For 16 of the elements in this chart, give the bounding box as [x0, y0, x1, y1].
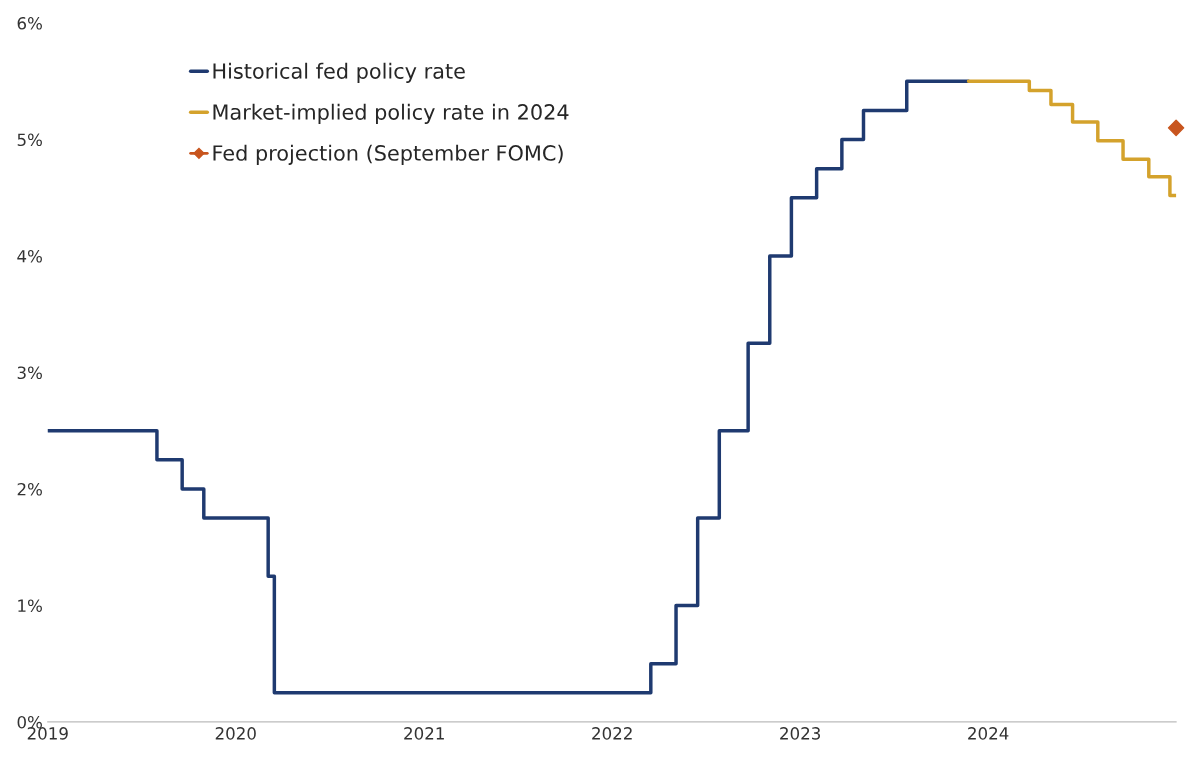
x-tick-label: 2019 [27, 727, 68, 740]
y-tick-label: 0% [17, 715, 42, 729]
legend-label: Fed projection (September FOMC) [213, 144, 563, 165]
x-tick-label: 2024 [968, 727, 1009, 740]
x-tick-label: 2021 [404, 727, 444, 740]
y-tick-label: 2% [17, 482, 42, 496]
legend-label: Market-implied policy rate in 2024 [213, 103, 569, 124]
x-tick-label: 2022 [592, 727, 632, 740]
x-tick-label: 2020 [215, 727, 256, 740]
y-tick-label: 4% [17, 249, 42, 263]
x-tick-label: 2023 [780, 727, 821, 740]
y-tick-label: 1% [18, 599, 42, 613]
y-tick-label: 5% [17, 133, 42, 147]
y-tick-label: 3% [17, 366, 42, 380]
legend-label: Historical fed policy rate [213, 62, 465, 83]
y-tick-label: 6% [17, 17, 42, 30]
